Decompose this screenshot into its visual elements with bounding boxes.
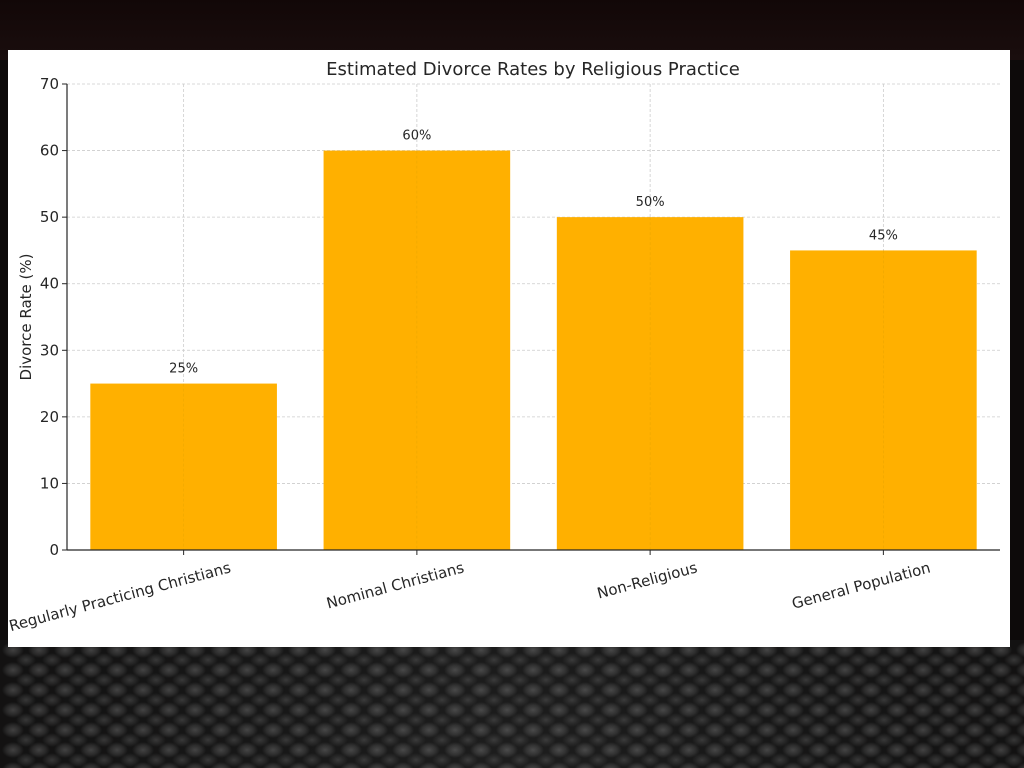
x-tick-label: Regularly Practicing Christians — [7, 558, 233, 635]
x-tick-label: General Population — [790, 558, 932, 612]
data-labels: 25% 60% 50% 45% — [169, 129, 898, 377]
y-tick-label: 40 — [40, 275, 59, 293]
y-tick-label: 70 — [40, 75, 59, 93]
chart-title: Estimated Divorce Rates by Religious Pra… — [326, 59, 740, 80]
x-tick-label: Non-Religious — [595, 558, 699, 602]
y-tick-label: 60 — [40, 142, 59, 160]
y-tick-label: 0 — [49, 541, 59, 559]
data-label: 50% — [636, 195, 665, 210]
data-label: 25% — [169, 362, 198, 377]
y-tick-label: 30 — [40, 341, 59, 359]
data-label: 60% — [402, 129, 431, 144]
axes — [66, 84, 1000, 551]
x-tick-label: Nominal Christians — [325, 558, 467, 612]
bar — [790, 250, 977, 550]
y-tick-label: 20 — [40, 408, 59, 426]
y-ticks: 0 10 20 30 40 50 60 70 — [40, 75, 67, 559]
y-tick-label: 50 — [40, 208, 59, 226]
bars — [90, 150, 977, 551]
y-tick-label: 10 — [40, 474, 59, 492]
background-texture-highlight — [13, 650, 1024, 768]
x-ticks: Regularly Practicing Christians Nominal C… — [7, 550, 932, 635]
data-label: 45% — [869, 228, 898, 243]
bar — [323, 150, 511, 551]
y-axis-label: Divorce Rate (%) — [17, 254, 35, 381]
